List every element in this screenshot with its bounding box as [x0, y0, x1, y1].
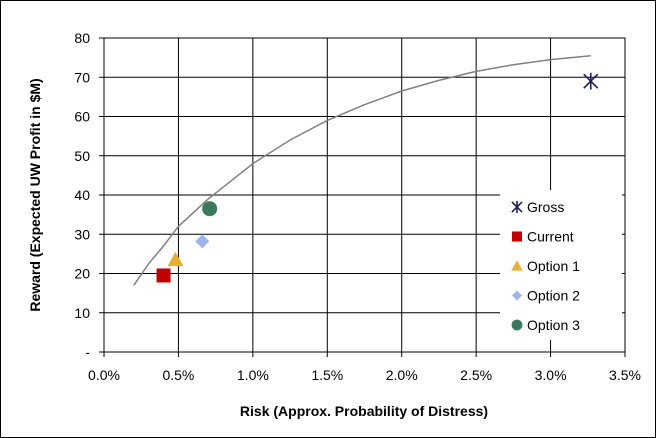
legend-item-option-2: Option 2 [511, 288, 580, 304]
legend-label: Gross [527, 199, 564, 215]
frontier-line [133, 54, 591, 286]
data-point-gross [583, 72, 599, 90]
x-tick-label: 2.0% [386, 367, 418, 383]
x-tick-label: 3.0% [535, 367, 567, 383]
legend-item-option-3: Option 3 [511, 317, 580, 333]
y-tick-label: 10 [74, 305, 90, 321]
y-tick-label: 20 [74, 266, 90, 282]
x-tick-label: 2.5% [460, 367, 492, 383]
y-tick-label: - [85, 344, 90, 360]
y-axis-ticks: - 10 20 30 40 50 60 70 80 [74, 30, 104, 360]
x-tick-label: 0.5% [162, 367, 194, 383]
legend-item-current: Current [511, 229, 574, 245]
legend-marker [511, 319, 523, 331]
legend-item-gross: Gross [511, 199, 564, 215]
x-axis-title: Risk (Approx. Probability of Distress) [240, 403, 488, 419]
x-axis-ticks: 0.0% 0.5% 1.0% 1.5% 2.0% 2.5% 3.0% 3.5% [88, 352, 641, 383]
x-tick-label: 1.5% [311, 367, 343, 383]
legend-marker [511, 260, 523, 271]
legend-label: Option 1 [527, 258, 580, 274]
x-tick-label: 0.0% [88, 367, 120, 383]
y-axis-title: Reward (Expected UW Profit in $M) [27, 78, 43, 311]
y-tick-label: 80 [74, 30, 90, 46]
legend-item-option-1: Option 1 [511, 258, 580, 274]
legend-label: Current [527, 229, 574, 245]
data-points [156, 72, 599, 283]
y-tick-label: 30 [74, 226, 90, 242]
data-point-option-1 [167, 251, 184, 267]
y-tick-label: 60 [74, 109, 90, 125]
data-point-current [156, 268, 171, 283]
legend-marker [511, 231, 523, 242]
legend-label: Option 2 [527, 288, 580, 304]
efficient-frontier [133, 54, 591, 286]
legend-marker [511, 200, 523, 214]
data-point-option-3 [202, 201, 218, 217]
legend-label: Option 3 [527, 317, 580, 333]
y-tick-label: 50 [74, 148, 90, 164]
x-tick-label: 3.5% [609, 367, 641, 383]
y-tick-label: 40 [74, 187, 90, 203]
legend-marker [511, 290, 523, 301]
data-point-option-2 [195, 234, 210, 249]
x-tick-label: 1.0% [237, 367, 269, 383]
legend-box [500, 190, 622, 340]
legend: Gross Current Option 1 Option 2 Option 3 [511, 199, 580, 333]
y-tick-label: 70 [74, 69, 90, 85]
